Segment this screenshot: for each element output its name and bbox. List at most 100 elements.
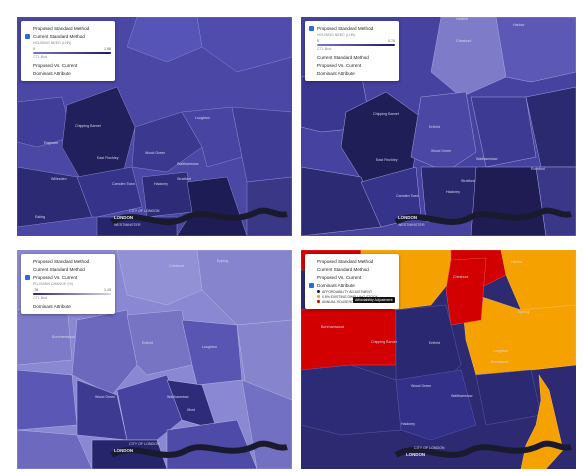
- layer-option-proposed[interactable]: Proposed Standard Method: [309, 24, 395, 32]
- layer-option-proposed[interactable]: Proposed Standard Method: [309, 257, 395, 265]
- place-label: Ealing: [35, 215, 45, 219]
- layer-legend: Proposed Standard Method Current Standar…: [21, 21, 115, 82]
- checkbox-checked[interactable]: [309, 25, 314, 31]
- scale-min: -76: [33, 288, 39, 292]
- layer-option-dominant[interactable]: Dominant Attribute: [25, 69, 111, 77]
- scale-bar: [33, 293, 111, 296]
- option-label: Current Standard Method: [317, 54, 369, 60]
- place-label: Cheshunt: [169, 264, 185, 268]
- place-label: Loughton: [195, 116, 210, 120]
- scale-max: 1.15: [104, 288, 111, 292]
- place-label: CITY OF LONDON: [414, 446, 445, 450]
- city-label: LONDON: [114, 215, 134, 220]
- layer-option-proposed[interactable]: Proposed Standard Method: [25, 24, 111, 32]
- map-choropleth[interactable]: [301, 17, 576, 236]
- layer-option-current[interactable]: Current Standard Method: [25, 265, 111, 273]
- place-label: Wood Green: [411, 384, 432, 388]
- place-label: Borehamwood: [52, 335, 76, 339]
- scale-min: 0: [317, 39, 319, 43]
- place-label: Camden Town: [112, 182, 135, 186]
- checkbox[interactable]: [309, 259, 314, 264]
- place-label: Stratford: [461, 179, 475, 183]
- place-label: Cheshunt: [453, 275, 469, 279]
- place-label: Stratford: [177, 177, 191, 181]
- place-label: Cheshunt: [456, 39, 472, 43]
- option-label: Dominant Attribute: [317, 70, 355, 76]
- layer-option-current[interactable]: Current Standard Method: [309, 53, 395, 61]
- place-label: Walthamstow: [476, 157, 498, 161]
- category-dwelling-stock: 0.5% EXISTING DWELLING STOCK: [317, 294, 395, 299]
- layer-option-proposed[interactable]: Proposed Standard Method: [25, 257, 111, 265]
- checkbox[interactable]: [309, 71, 314, 76]
- place-label: CITY OF LONDON: [129, 209, 160, 213]
- city-label: LONDON: [398, 215, 418, 220]
- checkbox[interactable]: [25, 63, 30, 68]
- checkbox-checked[interactable]: [309, 282, 314, 288]
- place-label: Brentwood: [491, 360, 509, 364]
- layer-option-dominant[interactable]: Dominant Attribute: [309, 69, 395, 77]
- option-label: Dominant Attribute: [33, 303, 71, 309]
- checkbox-checked[interactable]: [25, 274, 30, 280]
- checkbox-checked[interactable]: [25, 33, 30, 39]
- place-label: Willesden: [51, 177, 67, 181]
- option-label: Proposed Vs. Current: [317, 62, 362, 68]
- hover-tooltip: Affordability Adjustment: [353, 297, 395, 303]
- checkbox[interactable]: [25, 267, 30, 272]
- checkbox[interactable]: [309, 63, 314, 68]
- checkbox[interactable]: [25, 71, 30, 76]
- place-label: Hackney: [154, 182, 168, 186]
- checkbox[interactable]: [25, 26, 30, 31]
- layer-option-vs[interactable]: Proposed Vs. Current: [309, 273, 395, 281]
- scale-bar: [317, 44, 395, 47]
- place-label: Walthamstow: [177, 162, 199, 166]
- checkbox[interactable]: [309, 267, 314, 272]
- category-label: ANNUAL HOUSEHOLD GROWTH: [322, 299, 375, 304]
- scale-title: PLUS/MIN CHANGE (%): [33, 282, 73, 286]
- map-choropleth[interactable]: [301, 250, 576, 469]
- scale-title: HOUSING NEED (LHN): [317, 33, 356, 37]
- layer-option-current[interactable]: Current Standard Method: [25, 32, 111, 40]
- scale-min: 0: [33, 47, 35, 51]
- place-label: Chipping Barnet: [373, 112, 399, 116]
- layer-option-dominant[interactable]: Dominant Attribute: [25, 302, 111, 310]
- layer-option-current[interactable]: Current Standard Method: [309, 265, 395, 273]
- place-label: Harlow: [513, 23, 525, 27]
- city-label: LONDON: [114, 448, 134, 453]
- city-label: LONDON: [406, 452, 426, 457]
- map-choropleth[interactable]: [17, 17, 292, 236]
- checkbox[interactable]: [25, 259, 30, 264]
- checkbox[interactable]: [25, 304, 30, 309]
- option-label: Proposed Standard Method: [33, 25, 90, 31]
- place-label: East Finchley: [376, 158, 398, 162]
- place-label: Wood Green: [431, 149, 452, 153]
- category-dot: [317, 290, 320, 294]
- map-panel-proposed-vs-current[interactable]: Cheshunt Epping Borehamwood Enfield Loug…: [17, 250, 292, 469]
- layer-option-vs[interactable]: Proposed Vs. Current: [25, 273, 111, 281]
- option-label: Current Standard Method: [33, 266, 85, 272]
- place-label: Enfield: [429, 125, 440, 129]
- option-label: Proposed Standard Method: [33, 258, 90, 264]
- place-label: Epping: [217, 259, 229, 263]
- place-label: Chipping Barnet: [75, 124, 101, 128]
- checkbox[interactable]: [309, 275, 314, 280]
- place-label: Wood Green: [145, 151, 166, 155]
- option-label: Proposed Vs. Current: [317, 274, 362, 280]
- layer-option-vs[interactable]: Proposed Vs. Current: [309, 61, 395, 69]
- category-label: 0.5% EXISTING DWELLING STOCK: [322, 294, 378, 299]
- scale-max: 0.74: [388, 39, 395, 43]
- option-label: Dominant Attribute: [33, 70, 71, 76]
- map-panel-current-method[interactable]: Chipping Barnet Edgware East Finchley Wo…: [17, 17, 292, 236]
- layer-option-vs[interactable]: Proposed Vs. Current: [25, 61, 111, 69]
- scale-title: HOUSING NEED (LHN): [33, 41, 72, 45]
- scale-note: CTL.Bcd: [33, 296, 47, 301]
- option-label: Current Standard Method: [317, 266, 369, 272]
- scale-bar: [33, 52, 111, 55]
- place-label: Romford: [531, 167, 545, 171]
- map-panel-proposed-method[interactable]: Hatfield Cheshunt Harlow Chipping Barnet…: [301, 17, 576, 236]
- place-label: Loughton: [202, 345, 217, 349]
- place-label: East Finchley: [97, 156, 119, 160]
- category-household-growth: ANNUAL HOUSEHOLD GROWTH: [317, 299, 395, 304]
- layer-option-dominant[interactable]: Dominant Attribute: [309, 281, 395, 289]
- map-panel-dominant-attribute[interactable]: Harlow Cheshunt Epping Borehamwood Chipp…: [301, 250, 576, 469]
- checkbox[interactable]: [309, 55, 314, 60]
